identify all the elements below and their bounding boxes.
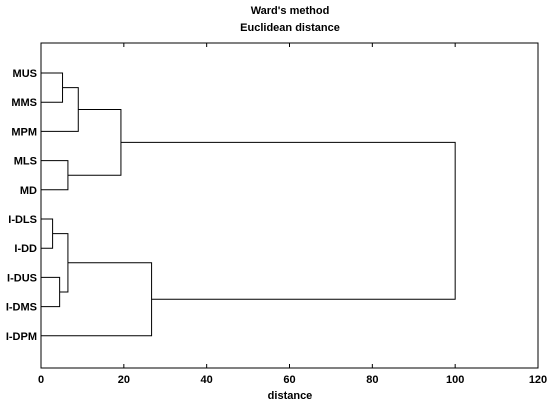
dendrogram-links: [41, 72, 456, 337]
x-tick-label: 80: [366, 374, 378, 386]
dendrogram-link: [41, 262, 153, 337]
leaf-label: I-DPM: [6, 331, 37, 343]
x-tick-label: 40: [201, 374, 213, 386]
leaf-label: I-DLS: [8, 214, 37, 226]
chart-subtitle: Euclidean distance: [240, 22, 340, 34]
chart-title: Ward's method: [251, 5, 330, 17]
leaf-labels: MUS MMS MPM MLS MD I-DLS I-DD I-DUS I-DMS I-DPM: [6, 68, 37, 343]
leaf-label: I-DUS: [7, 272, 37, 284]
x-tick-label: 60: [283, 374, 295, 386]
x-axis-ticks: 0 20 40 60 80 100 120: [38, 43, 547, 386]
leaf-label: I-DD: [14, 243, 37, 255]
plot-frame: [40, 42, 539, 369]
dendrogram-link: [67, 109, 122, 176]
leaf-label: MMS: [11, 97, 37, 109]
leaf-label: MUS: [13, 68, 37, 80]
leaf-label: MD: [20, 185, 37, 197]
x-tick-label: 0: [38, 374, 44, 386]
dendrogram-link: [41, 87, 79, 132]
dendrogram-link: [41, 160, 69, 191]
dendrogram-link: [41, 72, 64, 103]
x-tick-label: 100: [446, 374, 464, 386]
x-tick-label: 120: [529, 374, 547, 386]
x-tick-label: 20: [118, 374, 130, 386]
dendrogram-link: [41, 218, 54, 249]
leaf-label: MLS: [14, 156, 37, 168]
dendrogram-link: [120, 141, 456, 300]
dendrogram-link: [52, 233, 69, 293]
leaf-label: I-DMS: [6, 302, 37, 314]
dendrogram-link: [41, 276, 61, 308]
x-axis-label: distance: [268, 390, 313, 402]
leaf-label: MPM: [11, 126, 37, 138]
